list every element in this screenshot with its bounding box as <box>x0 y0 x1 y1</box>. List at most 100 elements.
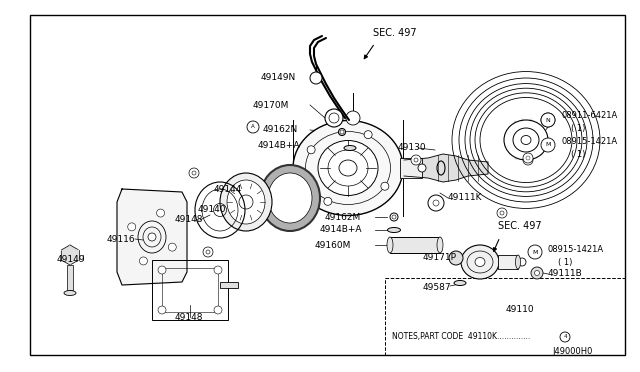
Circle shape <box>428 195 444 211</box>
Text: M: M <box>545 142 550 148</box>
Ellipse shape <box>318 141 378 196</box>
Ellipse shape <box>515 255 520 269</box>
Ellipse shape <box>475 257 485 266</box>
Ellipse shape <box>387 237 393 253</box>
Ellipse shape <box>344 145 356 151</box>
Circle shape <box>411 155 421 165</box>
Circle shape <box>192 171 196 175</box>
Text: 49160M: 49160M <box>315 241 351 250</box>
Bar <box>152 260 228 320</box>
Text: 49171P: 49171P <box>423 253 457 263</box>
Ellipse shape <box>148 233 156 241</box>
Text: SEC. 497: SEC. 497 <box>373 28 417 38</box>
Text: 49149N: 49149N <box>261 74 296 83</box>
Polygon shape <box>515 142 547 159</box>
Polygon shape <box>509 121 522 155</box>
Polygon shape <box>522 118 548 140</box>
Text: ( 1): ( 1) <box>571 124 586 132</box>
Bar <box>498 255 518 269</box>
Text: 49116: 49116 <box>107 234 136 244</box>
Text: M: M <box>532 250 538 254</box>
Text: 49130: 49130 <box>398 144 427 153</box>
Text: N: N <box>546 118 550 122</box>
Circle shape <box>325 109 343 127</box>
Bar <box>162 268 218 312</box>
Bar <box>67 265 73 290</box>
Polygon shape <box>117 189 187 285</box>
Text: 49162N: 49162N <box>263 125 298 135</box>
Text: 49111K: 49111K <box>448 193 483 202</box>
Text: ( 1): ( 1) <box>558 257 572 266</box>
Ellipse shape <box>268 173 312 223</box>
Circle shape <box>560 332 570 342</box>
Ellipse shape <box>339 160 357 176</box>
Text: NOTES,PART CODE  49110K..............: NOTES,PART CODE 49110K.............. <box>392 333 531 341</box>
Circle shape <box>157 209 164 217</box>
Circle shape <box>158 266 166 274</box>
Text: 49148: 49148 <box>175 215 204 224</box>
Ellipse shape <box>339 128 346 135</box>
Circle shape <box>189 168 199 178</box>
Ellipse shape <box>390 213 398 221</box>
Circle shape <box>324 198 332 205</box>
Polygon shape <box>70 245 79 255</box>
Circle shape <box>203 247 213 257</box>
Ellipse shape <box>387 228 401 232</box>
Circle shape <box>500 211 504 215</box>
Circle shape <box>528 245 542 259</box>
Circle shape <box>214 306 222 314</box>
Circle shape <box>414 158 418 162</box>
Ellipse shape <box>513 128 539 152</box>
Ellipse shape <box>239 195 253 209</box>
Ellipse shape <box>521 135 531 144</box>
Text: 49149: 49149 <box>57 256 86 264</box>
Circle shape <box>140 257 147 265</box>
Ellipse shape <box>504 120 548 160</box>
Ellipse shape <box>518 258 526 266</box>
Ellipse shape <box>340 130 344 134</box>
Circle shape <box>158 306 166 314</box>
Text: J49000H0: J49000H0 <box>552 346 593 356</box>
Bar <box>390 237 440 253</box>
Circle shape <box>541 113 555 127</box>
Circle shape <box>247 121 259 133</box>
Circle shape <box>541 113 555 127</box>
Circle shape <box>523 153 533 163</box>
Ellipse shape <box>260 165 320 231</box>
Text: ( 1): ( 1) <box>571 150 586 158</box>
Text: 49148: 49148 <box>175 312 204 321</box>
Ellipse shape <box>461 245 499 279</box>
Text: 49110: 49110 <box>506 305 534 314</box>
Polygon shape <box>505 121 522 147</box>
Polygon shape <box>61 255 70 265</box>
Circle shape <box>206 250 210 254</box>
Circle shape <box>497 208 507 218</box>
Circle shape <box>531 267 543 279</box>
Ellipse shape <box>64 291 76 295</box>
Ellipse shape <box>454 280 466 285</box>
Polygon shape <box>61 245 70 255</box>
Circle shape <box>541 138 555 152</box>
Text: 49162M: 49162M <box>325 212 361 221</box>
Circle shape <box>329 113 339 123</box>
Text: 49587: 49587 <box>423 282 452 292</box>
Circle shape <box>307 146 315 154</box>
Text: 49111B: 49111B <box>548 269 583 279</box>
Polygon shape <box>70 250 79 260</box>
Circle shape <box>214 266 222 274</box>
Text: 49140: 49140 <box>198 205 227 214</box>
Ellipse shape <box>220 173 272 231</box>
Ellipse shape <box>346 111 360 125</box>
Text: A: A <box>251 125 255 129</box>
Circle shape <box>433 200 439 206</box>
Circle shape <box>526 156 530 160</box>
Text: 08915-1421A: 08915-1421A <box>562 138 618 147</box>
Text: 4914B+A: 4914B+A <box>258 141 301 151</box>
Circle shape <box>381 182 389 190</box>
Ellipse shape <box>227 180 265 224</box>
Polygon shape <box>526 118 548 140</box>
Text: SEC. 497: SEC. 497 <box>498 221 541 231</box>
Text: 08911-6421A: 08911-6421A <box>562 112 618 121</box>
Polygon shape <box>70 255 79 265</box>
Circle shape <box>523 155 533 165</box>
